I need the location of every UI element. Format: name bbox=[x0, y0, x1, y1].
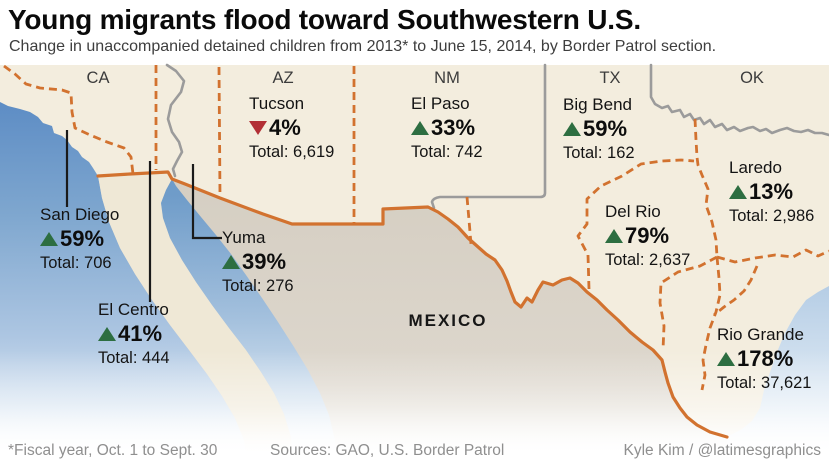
sector-change: 33% bbox=[431, 115, 476, 141]
yuma-callout-line bbox=[191, 164, 222, 240]
sector-del-rio: Del Rio 79% Total: 2,637 bbox=[605, 202, 690, 270]
sector-change: 178% bbox=[737, 346, 794, 372]
trend-up-icon bbox=[729, 185, 747, 200]
sector-total: Total: 2,986 bbox=[729, 206, 815, 225]
page-subtitle: Change in unaccompanied detained childre… bbox=[9, 38, 717, 55]
sector-name: Big Bend bbox=[563, 95, 632, 114]
laredo-east-boundary bbox=[716, 248, 829, 264]
sector-name: Del Rio bbox=[605, 202, 661, 221]
trend-down-icon bbox=[249, 121, 267, 136]
sector-name: El Centro bbox=[98, 300, 169, 319]
sector-change: 59% bbox=[583, 116, 628, 142]
sector-change: 4% bbox=[269, 115, 301, 141]
trend-up-icon bbox=[40, 232, 58, 247]
sector-tucson: Tucson 4% Total: 6,619 bbox=[249, 94, 334, 162]
rio-grande-sector-north-boundary bbox=[713, 265, 759, 317]
sector-big-bend: Big Bend 59% Total: 162 bbox=[563, 95, 635, 163]
us-mexico-border-line bbox=[96, 170, 729, 439]
big-bend-del-rio-boundary bbox=[576, 158, 695, 290]
sector-rio-grande: Rio Grande 178% Total: 37,621 bbox=[717, 325, 812, 393]
sector-change: 59% bbox=[60, 226, 105, 252]
sector-el-paso: El Paso 33% Total: 742 bbox=[411, 94, 483, 162]
sector-total: Total: 37,621 bbox=[717, 373, 812, 392]
sector-name: Rio Grande bbox=[717, 325, 804, 344]
state-label-tx: TX bbox=[599, 69, 620, 87]
bottom-fade bbox=[0, 348, 829, 466]
country-label-mexico: MEXICO bbox=[408, 311, 487, 330]
laredo-north-boundary bbox=[693, 118, 719, 258]
sector-total: Total: 276 bbox=[222, 276, 294, 295]
laredo-rio-grande-boundary bbox=[700, 256, 722, 391]
sector-total: Total: 742 bbox=[411, 142, 483, 161]
colorado-river-line bbox=[165, 63, 186, 178]
sector-total: Total: 6,619 bbox=[249, 142, 335, 161]
trend-up-icon bbox=[563, 122, 581, 137]
tx-ok-state-line bbox=[649, 63, 829, 137]
sources-line: Sources: GAO, U.S. Border Patrol bbox=[270, 442, 505, 459]
state-label-ca: CA bbox=[87, 69, 110, 87]
sector-change: 41% bbox=[118, 321, 163, 347]
sector-name: Yuma bbox=[222, 228, 266, 247]
sector-total: Total: 706 bbox=[40, 253, 112, 272]
state-label-az: AZ bbox=[272, 69, 293, 87]
trend-up-icon bbox=[717, 352, 735, 367]
sector-change: 39% bbox=[242, 249, 287, 275]
sector-total: Total: 444 bbox=[98, 348, 170, 367]
nm-tx-state-line bbox=[430, 63, 547, 210]
trend-up-icon bbox=[98, 327, 116, 342]
san-diego-el-centro-boundary bbox=[3, 64, 135, 175]
trend-up-icon bbox=[411, 121, 429, 136]
sector-el-centro: El Centro 41% Total: 444 bbox=[98, 300, 170, 368]
sector-total: Total: 162 bbox=[563, 143, 635, 162]
sector-name: Tucson bbox=[249, 94, 305, 113]
page-title: Young migrants flood toward Southwestern… bbox=[8, 4, 641, 35]
sector-change: 13% bbox=[749, 179, 794, 205]
sector-name: El Paso bbox=[411, 94, 470, 113]
state-label-ok: OK bbox=[740, 69, 764, 87]
footnote: *Fiscal year, Oct. 1 to Sept. 30 bbox=[8, 442, 218, 459]
trend-up-icon bbox=[222, 255, 240, 270]
sector-name: Laredo bbox=[729, 158, 782, 177]
sector-change: 79% bbox=[625, 223, 670, 249]
state-label-nm: NM bbox=[434, 69, 460, 87]
credit-line: Kyle Kim / @latimesgraphics bbox=[623, 442, 822, 459]
el-paso-big-bend-boundary bbox=[465, 196, 473, 245]
sector-san-diego: San Diego 59% Total: 706 bbox=[40, 205, 119, 273]
trend-up-icon bbox=[605, 229, 623, 244]
sector-total: Total: 2,637 bbox=[605, 250, 691, 269]
sector-name: San Diego bbox=[40, 205, 120, 224]
del-rio-laredo-boundary bbox=[658, 255, 718, 351]
sector-laredo: Laredo 13% Total: 2,986 bbox=[729, 158, 814, 226]
yuma-tucson-boundary bbox=[217, 66, 222, 198]
sector-yuma: Yuma 39% Total: 276 bbox=[222, 228, 294, 296]
